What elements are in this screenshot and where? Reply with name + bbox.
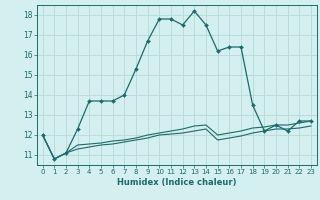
X-axis label: Humidex (Indice chaleur): Humidex (Indice chaleur) (117, 178, 236, 187)
